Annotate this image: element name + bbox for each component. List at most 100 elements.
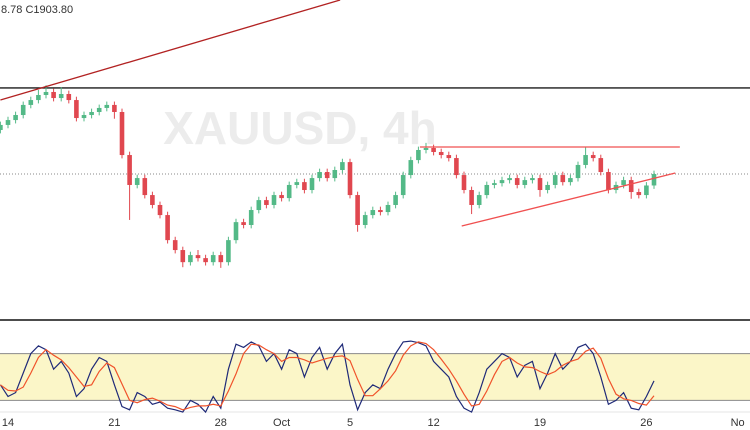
candle-body bbox=[142, 178, 148, 196]
oscillator-line bbox=[0, 340, 655, 414]
x-tick-label: 21 bbox=[108, 417, 120, 429]
candle-body bbox=[134, 178, 140, 185]
candle-body bbox=[484, 184, 490, 196]
candle-body bbox=[150, 195, 155, 205]
x-tick-label: Oct bbox=[273, 417, 290, 429]
candle-body bbox=[127, 155, 132, 185]
candle-body bbox=[552, 175, 558, 185]
candle-body bbox=[530, 178, 535, 181]
candle-body bbox=[188, 255, 193, 263]
candle-body bbox=[431, 147, 436, 153]
candle-body bbox=[416, 149, 421, 161]
candle-body bbox=[81, 115, 87, 119]
candle-body bbox=[112, 104, 117, 112]
candle-body bbox=[370, 210, 376, 216]
candle-body bbox=[522, 180, 528, 185]
candle-body bbox=[286, 184, 292, 199]
candle-body bbox=[454, 158, 459, 176]
candle-body bbox=[218, 255, 224, 263]
candle-body bbox=[514, 178, 520, 185]
candle-body bbox=[51, 91, 56, 99]
candle-body bbox=[575, 164, 581, 179]
oscillator-pane bbox=[0, 353, 750, 401]
candle-body bbox=[332, 170, 338, 179]
candle-body bbox=[400, 175, 406, 196]
candle-body bbox=[347, 162, 353, 196]
candle-body bbox=[256, 200, 262, 211]
candle-body bbox=[28, 100, 34, 105]
candle-body bbox=[355, 195, 360, 225]
candle-body bbox=[636, 192, 642, 196]
candle-body bbox=[66, 93, 72, 101]
candle-body bbox=[36, 95, 41, 101]
candle-body bbox=[74, 100, 79, 119]
x-tick-label: 14 bbox=[2, 417, 14, 429]
candle-body bbox=[408, 160, 414, 176]
candle-body bbox=[476, 195, 482, 205]
candle-body bbox=[279, 195, 284, 199]
candle-body bbox=[438, 152, 444, 156]
x-tick-label: 28 bbox=[215, 417, 227, 429]
candle-body bbox=[362, 215, 368, 225]
candle-body bbox=[271, 195, 277, 205]
candle-body bbox=[568, 178, 573, 183]
candle-body bbox=[507, 178, 512, 181]
candle-body bbox=[233, 222, 239, 241]
x-tick-label: 12 bbox=[427, 417, 439, 429]
candle-body bbox=[58, 93, 64, 99]
candle-body bbox=[241, 222, 246, 225]
candle-body bbox=[499, 180, 505, 184]
candle-body bbox=[385, 204, 391, 213]
candle-body bbox=[302, 182, 307, 191]
ohlc-legend: 8.78 C1903.80 bbox=[1, 4, 73, 16]
x-tick-label: No bbox=[731, 417, 745, 429]
candle-body bbox=[461, 175, 467, 191]
candle-body bbox=[203, 258, 208, 263]
candle-body bbox=[20, 104, 26, 116]
candle-body bbox=[621, 180, 626, 185]
candle-body bbox=[309, 178, 315, 191]
candle-body bbox=[13, 115, 18, 121]
candle-body bbox=[423, 147, 429, 150]
trendline bbox=[0, 0, 341, 101]
candles bbox=[0, 85, 657, 268]
candle-body bbox=[446, 155, 452, 159]
candle-body bbox=[324, 172, 330, 179]
oscillator-band bbox=[0, 353, 750, 401]
candle-body bbox=[469, 190, 474, 205]
candle-body bbox=[317, 172, 322, 179]
candle-body bbox=[537, 178, 543, 191]
candle-body bbox=[226, 240, 231, 263]
candle-body bbox=[5, 120, 11, 125]
candle-body bbox=[157, 204, 163, 216]
candle-body bbox=[0, 124, 3, 130]
candle-body bbox=[545, 184, 550, 191]
candle-body bbox=[210, 255, 216, 263]
candle-body bbox=[294, 182, 300, 185]
oscillator-line bbox=[0, 341, 655, 411]
candle-body bbox=[248, 210, 254, 225]
candle-body bbox=[598, 158, 604, 173]
candle-body bbox=[644, 185, 649, 196]
trendline bbox=[461, 172, 676, 227]
candle-body bbox=[43, 91, 49, 96]
candle-body bbox=[195, 255, 201, 259]
candle-body bbox=[583, 155, 588, 165]
candle-body bbox=[89, 111, 94, 116]
candle-body bbox=[651, 174, 657, 186]
candle-body bbox=[560, 175, 566, 183]
candle-body bbox=[180, 250, 186, 263]
x-tick-label: 5 bbox=[347, 417, 353, 429]
candle-body bbox=[104, 104, 110, 108]
candle-body bbox=[172, 240, 178, 251]
candle-body bbox=[165, 215, 170, 241]
candle-body bbox=[492, 183, 497, 185]
x-tick-label: 19 bbox=[534, 417, 546, 429]
candle-body bbox=[264, 200, 269, 205]
candle-body bbox=[96, 107, 102, 112]
candle-body bbox=[393, 195, 398, 205]
candle-body bbox=[590, 155, 596, 159]
watermark: XAUUSD, 4h bbox=[163, 102, 436, 154]
